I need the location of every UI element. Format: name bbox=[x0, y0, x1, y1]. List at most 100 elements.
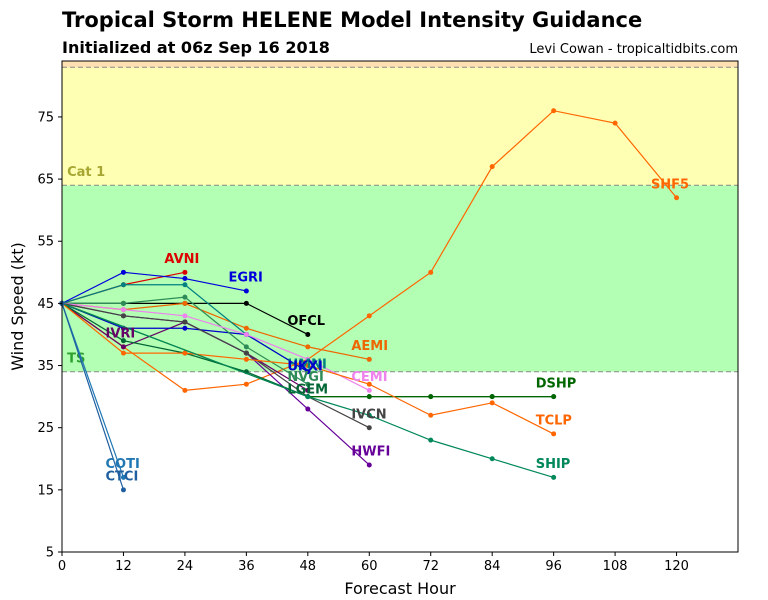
data-point-shf5 bbox=[182, 387, 188, 393]
data-point-ukxi bbox=[305, 369, 311, 375]
series-line-egri bbox=[61, 271, 247, 304]
data-point-tclp bbox=[366, 381, 372, 387]
data-point-nvgi bbox=[120, 300, 126, 306]
data-point-shf5 bbox=[612, 120, 618, 126]
x-tick-label: 108 bbox=[603, 559, 628, 574]
data-point-tclp bbox=[243, 356, 249, 362]
data-point-ship bbox=[305, 394, 311, 400]
series-label-ivri: IVRI bbox=[106, 327, 136, 342]
data-point-aemi bbox=[305, 344, 311, 350]
data-point-shf5 bbox=[489, 164, 495, 170]
chart-title: Tropical Storm HELENE Model Intensity Gu… bbox=[62, 8, 643, 32]
data-point-ukxi bbox=[182, 325, 188, 331]
series-line-ship bbox=[61, 302, 554, 478]
series-label-ivcn: IVCN bbox=[351, 407, 386, 422]
y-tick-label: 15 bbox=[37, 483, 54, 498]
y-axis: 5 15 25 35 45 55 65 75 bbox=[37, 110, 62, 561]
data-point-avni bbox=[182, 269, 188, 275]
x-tick-label: 0 bbox=[58, 559, 66, 574]
data-point-ivri bbox=[120, 344, 126, 350]
band-cat2 bbox=[62, 61, 738, 68]
x-tick-label: 60 bbox=[361, 559, 378, 574]
category-bands bbox=[62, 61, 738, 372]
data-point-cemi bbox=[366, 387, 372, 393]
y-tick-label: 25 bbox=[37, 421, 54, 436]
x-axis-label: Forecast Hour bbox=[344, 579, 456, 598]
series-label-coti: COTI bbox=[106, 457, 140, 472]
series-label-ofcl: OFCL bbox=[287, 314, 325, 329]
data-point-tclp bbox=[428, 412, 434, 418]
data-point-tclp bbox=[182, 350, 188, 356]
data-point-aemi bbox=[243, 325, 249, 331]
series-label-lgem: LGEM bbox=[287, 383, 328, 398]
data-point-ofcl bbox=[243, 300, 249, 306]
series-label-aemi: AEMI bbox=[351, 339, 388, 354]
series-label-hwfi: HWFI bbox=[351, 445, 390, 460]
y-tick-label: 55 bbox=[37, 235, 54, 250]
data-point-egri bbox=[120, 269, 126, 275]
data-point-aemi bbox=[182, 300, 188, 306]
data-point-ofcl bbox=[305, 331, 311, 337]
data-point-shf5 bbox=[674, 195, 680, 201]
data-point-tclp bbox=[305, 363, 311, 369]
x-tick-label: 120 bbox=[664, 559, 689, 574]
data-point-shf5 bbox=[366, 313, 372, 319]
series-label-egri: EGRI bbox=[228, 271, 262, 286]
data-point-hmni bbox=[182, 282, 188, 288]
y-tick-label: 65 bbox=[37, 173, 54, 188]
series-line-ivcn bbox=[61, 302, 370, 429]
series-line-ctci bbox=[61, 303, 125, 491]
data-point-egri bbox=[243, 288, 249, 294]
data-point-tclp bbox=[120, 350, 126, 356]
data-point-dshp bbox=[366, 394, 372, 400]
data-point-lgem bbox=[120, 338, 126, 344]
data-point-cemi bbox=[120, 307, 126, 313]
data-point-ship bbox=[428, 437, 434, 443]
data-point-dshp bbox=[551, 394, 557, 400]
data-point-hwfi bbox=[305, 406, 311, 412]
chart-subtitle: Initialized at 06z Sep 16 2018 bbox=[62, 38, 330, 57]
data-point-ship bbox=[489, 456, 495, 462]
data-point-ivcn bbox=[120, 313, 126, 319]
data-point-egri bbox=[182, 276, 188, 282]
data-point-dshp bbox=[489, 394, 495, 400]
model-lines bbox=[59, 108, 680, 493]
data-point-nvgi bbox=[305, 381, 311, 387]
data-point-tclp bbox=[551, 431, 557, 437]
data-point-ivcn bbox=[366, 425, 372, 431]
x-tick-label: 12 bbox=[115, 559, 132, 574]
data-point-ship bbox=[366, 412, 372, 418]
series-label-ctci: CTCI bbox=[106, 470, 139, 485]
plot-frame bbox=[61, 60, 739, 553]
data-point-aemi bbox=[366, 356, 372, 362]
x-tick-label: 48 bbox=[300, 559, 317, 574]
data-point-cemi bbox=[182, 313, 188, 319]
data-point-ivcn bbox=[243, 350, 249, 356]
x-tick-label: 96 bbox=[545, 559, 562, 574]
data-point-ship bbox=[551, 474, 557, 480]
y-axis-label: Wind Speed (kt) bbox=[8, 242, 27, 371]
band-cat-1 bbox=[62, 67, 738, 186]
series-label-ship: SHIP bbox=[536, 457, 571, 472]
category-thresholds bbox=[62, 66, 738, 373]
y-tick-label: 5 bbox=[46, 546, 54, 561]
data-point-hwfi bbox=[366, 462, 372, 468]
series-label-dshp: DSHP bbox=[536, 376, 577, 391]
series-line-cemi bbox=[61, 302, 370, 391]
x-tick-label: 24 bbox=[177, 559, 194, 574]
data-point-ctci bbox=[120, 487, 126, 493]
chart-credit: Levi Cowan - tropicaltidbits.com bbox=[529, 42, 738, 57]
x-axis: 0 12 24 36 48 60 72 84 96 108 120 bbox=[58, 552, 689, 574]
x-tick-label: 84 bbox=[484, 559, 501, 574]
series-label-ukxi: UKXI bbox=[287, 360, 323, 375]
data-point-ivcn bbox=[182, 319, 188, 325]
data-point-tclp bbox=[489, 400, 495, 406]
series-label-cemi: CEMI bbox=[351, 370, 387, 385]
band-label: Cat 1 bbox=[67, 165, 105, 180]
series-label-tclp: TCLP bbox=[536, 414, 572, 429]
y-tick-label: 35 bbox=[37, 359, 54, 374]
data-point-cemi bbox=[243, 331, 249, 337]
series-label-shf5: SHF5 bbox=[651, 177, 689, 192]
band-ts bbox=[62, 185, 738, 372]
